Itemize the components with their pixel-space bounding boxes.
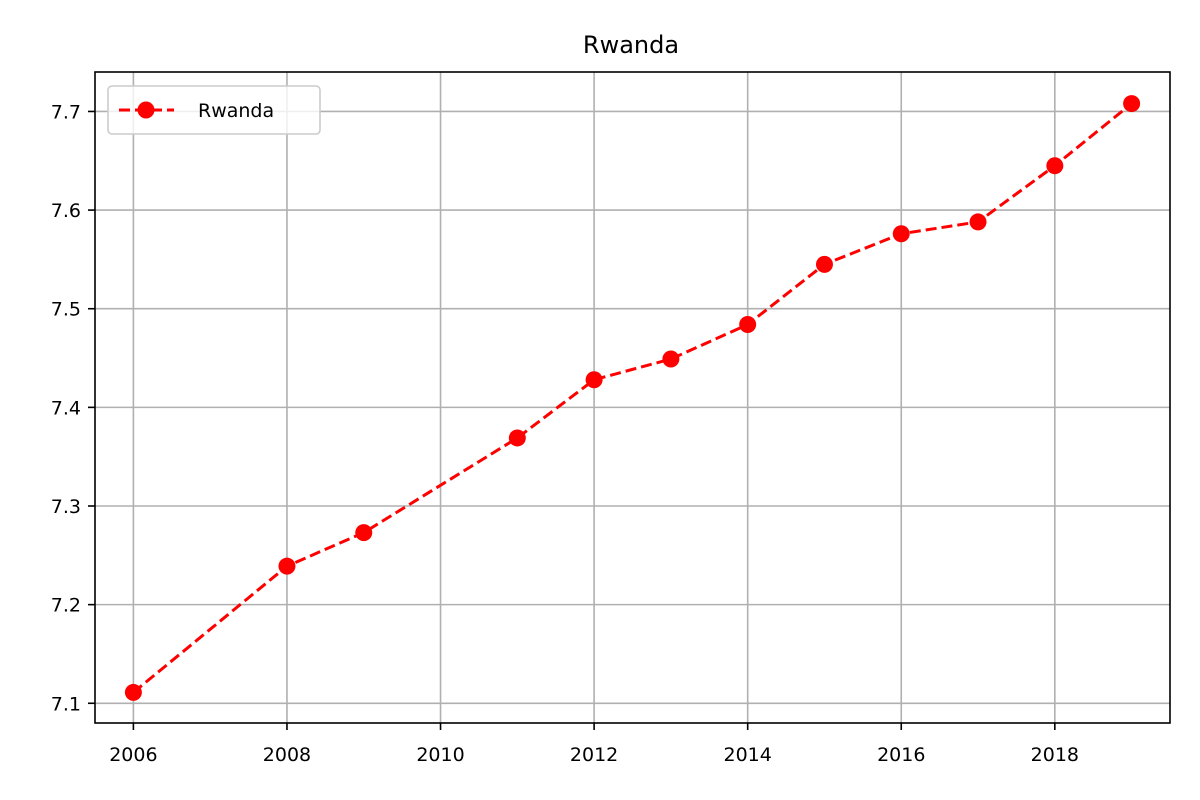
y-tick-label: 7.1 (51, 693, 81, 715)
x-tick-label: 2012 (570, 744, 618, 766)
x-tick-label: 2010 (416, 744, 464, 766)
data-point (969, 213, 987, 231)
series-line (132, 102, 1133, 694)
y-tick-label: 7.3 (51, 496, 81, 518)
x-tick-label: 2018 (1031, 744, 1079, 766)
data-point (1123, 95, 1141, 113)
data-point (662, 350, 680, 368)
y-tick-label: 7.4 (51, 397, 81, 419)
data-point (892, 225, 910, 243)
y-tick-label: 7.5 (51, 299, 81, 321)
y-tick-label: 7.6 (51, 200, 81, 222)
x-tick-label: 2014 (723, 744, 771, 766)
chart-title: Rwanda (583, 31, 679, 59)
axis-ticks: 2006 2008 2010 2012 2014 2016 2018 7.1 7.2 7.3 7.4… (51, 101, 1079, 766)
data-point (278, 557, 296, 575)
data-point (355, 524, 373, 542)
data-point (585, 371, 603, 389)
legend-label: Rwanda (198, 100, 274, 122)
data-point (508, 429, 526, 447)
y-tick-label: 7.7 (51, 101, 81, 123)
data-point (1046, 157, 1064, 175)
x-tick-label: 2008 (263, 744, 311, 766)
y-tick-label: 7.2 (51, 595, 81, 617)
data-point (124, 683, 142, 701)
data-point (815, 255, 833, 273)
x-tick-label: 2006 (109, 744, 157, 766)
legend: Rwanda (107, 85, 321, 135)
series-layer (124, 95, 1141, 701)
data-point (739, 316, 757, 334)
plot-frame (94, 71, 1171, 724)
x-tick-label: 2016 (877, 744, 925, 766)
legend-marker (137, 101, 155, 119)
grid-lines (95, 72, 1170, 723)
legend-box (107, 85, 321, 135)
